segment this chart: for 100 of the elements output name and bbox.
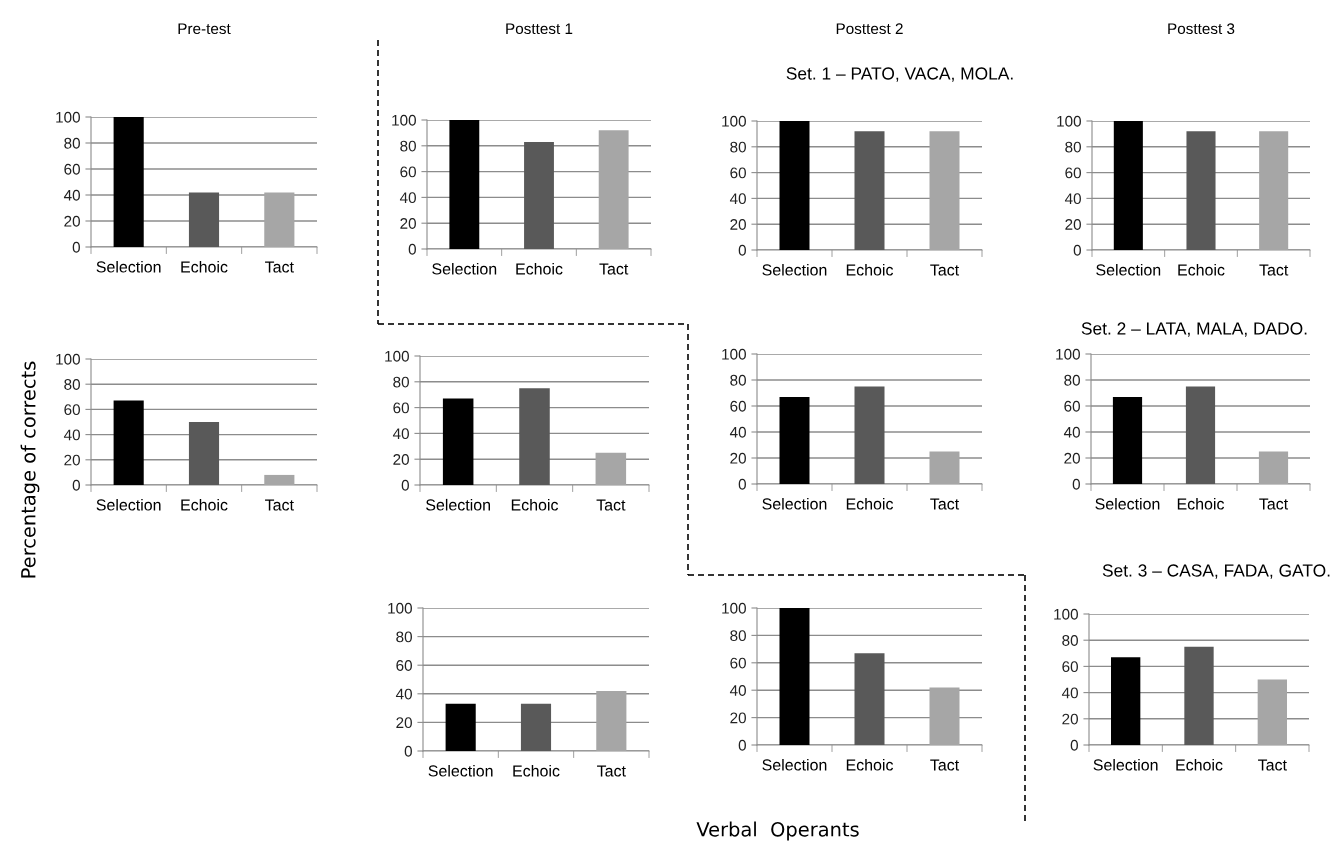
x-tick-label: Tact (1259, 498, 1289, 510)
bar (779, 608, 810, 745)
y-tick-label: 0 (404, 745, 412, 757)
bar (1185, 386, 1216, 484)
x-tick-label: Echoic (1176, 758, 1223, 771)
bar (598, 130, 629, 249)
y-tick-label: 60 (64, 404, 80, 416)
x-tick-label: Tact (1258, 759, 1287, 771)
chart-subtitle: Set. 1 – PATO, VACA, MOLA. (786, 67, 1013, 82)
y-tick-label: 60 (1062, 661, 1078, 673)
x-tick-label: Selection (428, 764, 493, 777)
y-axis-title: Percentage of corrects (20, 361, 40, 578)
y-tick-label: 40 (63, 429, 80, 441)
y-tick-label: 0 (738, 244, 746, 256)
x-tick-label: Echoic (846, 497, 894, 510)
bar (449, 120, 480, 249)
x-tick-label: Tact (930, 759, 960, 771)
y-tick-label: 80 (730, 630, 746, 642)
x-tick-label: Echoic (181, 260, 228, 273)
y-tick-label: 100 (722, 348, 746, 360)
y-tick-label: 20 (730, 712, 746, 724)
y-tick-label: 20 (400, 218, 416, 229)
bar (929, 451, 960, 484)
y-tick-label: 40 (729, 193, 746, 205)
y-tick-label: 40 (63, 189, 80, 201)
chart-title: Posttest 1 (506, 23, 573, 35)
bar (1112, 396, 1143, 484)
y-tick-label: 40 (399, 192, 416, 204)
y-tick-label: 20 (64, 215, 80, 227)
chart-subtitle: Set. 2 – LATA, MALA, DADO. (1081, 322, 1307, 337)
bar (779, 396, 810, 484)
y-tick-label: 20 (396, 717, 412, 729)
y-tick-label: 80 (730, 141, 746, 153)
y-tick-label: 20 (730, 452, 746, 464)
bar (519, 388, 550, 485)
x-tick-label: Selection (1093, 758, 1158, 771)
x-tick-label: Tact (930, 498, 960, 510)
y-tick-label: 0 (738, 739, 746, 751)
x-tick-label: Selection (1096, 263, 1161, 276)
x-tick-label: Tact (599, 263, 629, 275)
y-tick-label: 80 (730, 374, 746, 386)
y-tick-label: 80 (1065, 141, 1081, 153)
y-tick-label: 20 (393, 454, 409, 465)
x-tick-label: Selection (96, 260, 161, 273)
y-tick-label: 0 (1072, 478, 1080, 490)
y-tick-label: 40 (395, 688, 412, 700)
x-tick-label: Tact (265, 499, 294, 511)
bar (264, 474, 295, 485)
y-tick-label: 60 (1064, 400, 1080, 412)
bar (1258, 451, 1289, 484)
x-tick-label: Echoic (513, 764, 560, 777)
y-tick-label: 0 (401, 479, 409, 491)
bar (442, 398, 474, 485)
y-tick-label: 0 (408, 243, 416, 255)
x-tick-label: Selection (762, 758, 827, 771)
y-tick-label: 100 (385, 350, 409, 362)
y-tick-label: 20 (1065, 219, 1081, 230)
x-tick-label: Selection (762, 497, 827, 510)
y-tick-label: 100 (722, 602, 746, 614)
x-tick-label: Echoic (516, 262, 563, 275)
y-tick-label: 60 (730, 657, 746, 669)
y-tick-label: 100 (56, 111, 80, 123)
y-tick-label: 40 (729, 426, 746, 438)
y-tick-label: 0 (72, 479, 80, 491)
bar (1184, 646, 1214, 745)
y-tick-label: 100 (392, 114, 416, 126)
y-tick-label: 100 (1056, 348, 1080, 360)
y-tick-label: 60 (400, 166, 416, 178)
y-tick-label: 80 (64, 379, 80, 390)
x-tick-label: Echoic (846, 758, 894, 771)
y-tick-label: 100 (722, 115, 746, 127)
y-tick-label: 60 (393, 402, 409, 414)
bar (524, 141, 554, 249)
y-tick-label: 40 (392, 428, 409, 440)
bar (929, 687, 960, 745)
x-tick-label: Tact (596, 499, 626, 511)
x-tick-label: Selection (432, 262, 497, 275)
bar (595, 452, 627, 485)
y-tick-label: 0 (738, 478, 746, 490)
y-tick-label: 60 (64, 163, 80, 175)
chart-title: Pre-test (178, 23, 231, 35)
bar (854, 653, 885, 745)
bar (1257, 679, 1287, 745)
chart-subtitle: Set. 3 – CASA, FADA, GATO. (1102, 564, 1330, 579)
bar (113, 400, 144, 485)
x-tick-label: Tact (930, 264, 960, 276)
y-tick-label: 80 (400, 140, 416, 152)
y-tick-label: 40 (1063, 426, 1080, 438)
y-tick-label: 60 (1065, 167, 1081, 179)
x-tick-label: Echoic (846, 263, 894, 276)
y-tick-label: 80 (1062, 635, 1078, 646)
chart-title: Posttest 2 (836, 23, 903, 35)
y-tick-label: 100 (1057, 115, 1081, 127)
y-tick-label: 80 (64, 137, 80, 149)
x-tick-label: Echoic (181, 498, 228, 511)
y-tick-label: 20 (64, 454, 80, 466)
y-tick-label: 20 (1062, 713, 1078, 725)
y-tick-label: 80 (1064, 374, 1080, 386)
y-tick-label: 20 (730, 219, 746, 230)
y-tick-label: 0 (1073, 244, 1081, 256)
